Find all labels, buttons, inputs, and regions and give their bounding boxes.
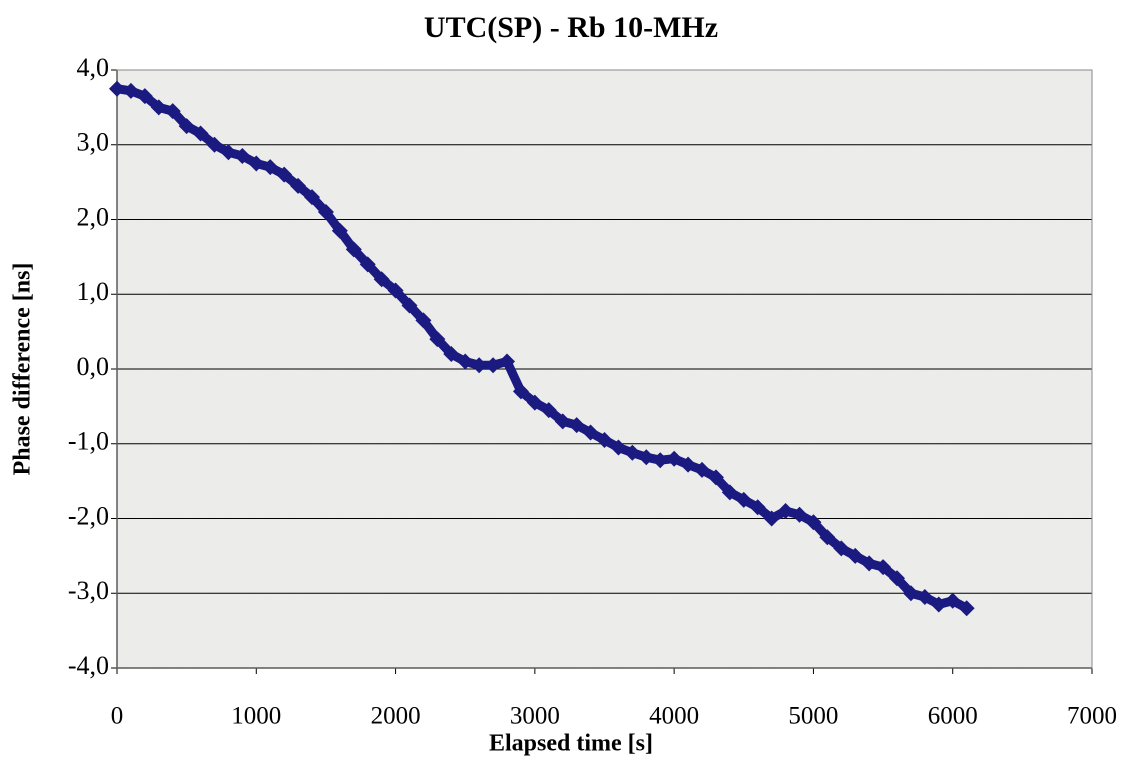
x-tick-label: 3000	[510, 703, 560, 730]
point	[415, 312, 432, 329]
point	[930, 596, 947, 613]
point	[290, 177, 307, 194]
x-tick-label: 5000	[788, 703, 838, 730]
point	[276, 166, 293, 183]
point	[471, 357, 488, 374]
point	[164, 103, 181, 120]
point	[499, 353, 515, 370]
point	[596, 432, 613, 449]
point	[763, 510, 780, 527]
point	[206, 136, 223, 153]
y-tick-label: -3,0	[68, 576, 109, 605]
x-tick-label: 7000	[1067, 703, 1117, 730]
y-axis-label: Phase difference [ns]	[10, 263, 36, 476]
point	[401, 297, 418, 314]
point	[582, 424, 599, 441]
point	[150, 99, 167, 116]
point	[889, 570, 905, 587]
point	[833, 540, 850, 557]
point	[819, 529, 836, 546]
plot-layer: -4,0 -3,0 -2,0 -1,0 0,0 1,0 2,0 3,0 4,0 0 1000 2000…	[68, 53, 1117, 730]
point	[109, 80, 125, 97]
point	[875, 559, 892, 576]
y-tick-label: -4,0	[68, 651, 109, 680]
x-axis-label: Elapsed time [s]	[489, 731, 653, 757]
point	[304, 189, 320, 206]
y-tick-label: 3,0	[77, 128, 110, 157]
point	[192, 125, 209, 142]
point	[805, 514, 822, 531]
point	[847, 547, 864, 564]
point	[512, 383, 529, 400]
y-tick-label: 2,0	[77, 202, 110, 231]
point	[220, 144, 237, 161]
point	[387, 282, 404, 299]
y-tick-label: 1,0	[77, 277, 110, 306]
point	[707, 469, 724, 486]
point	[944, 592, 961, 609]
point	[540, 402, 557, 419]
point	[638, 449, 655, 466]
point	[902, 585, 919, 602]
point	[457, 353, 474, 370]
y-tick-label: -1,0	[68, 427, 109, 456]
x-tick-label: 6000	[928, 703, 978, 730]
point	[624, 444, 641, 461]
point	[916, 588, 933, 605]
y-tick-label: -2,0	[68, 501, 109, 530]
point	[485, 357, 502, 374]
y-tick-label: 4,0	[77, 53, 110, 82]
point	[234, 147, 251, 164]
point	[248, 155, 265, 172]
x-tick-label: 4000	[649, 703, 699, 730]
point	[791, 506, 808, 523]
plot-border	[116, 69, 1093, 669]
point	[777, 503, 794, 520]
point	[735, 491, 752, 508]
point	[749, 499, 766, 516]
x-tick-label: 2000	[371, 703, 421, 730]
point	[262, 159, 279, 176]
point	[680, 456, 697, 473]
point	[694, 461, 710, 478]
point	[721, 484, 738, 501]
point	[317, 204, 334, 221]
point	[666, 450, 683, 467]
x-tick-label: 1000	[231, 703, 281, 730]
point	[359, 256, 376, 273]
point	[178, 118, 195, 135]
point	[122, 82, 139, 99]
point	[652, 452, 669, 469]
point	[429, 331, 446, 348]
point	[526, 394, 543, 411]
point	[373, 271, 390, 288]
point	[568, 417, 585, 434]
point	[554, 413, 571, 430]
chart-title: UTC(SP) - Rb 10-MHz	[424, 11, 718, 44]
y-tick-label: 0,0	[77, 352, 110, 381]
point	[610, 439, 627, 456]
point	[345, 241, 362, 258]
x-tick-label: 0	[111, 703, 124, 730]
point	[861, 555, 878, 572]
point	[443, 346, 460, 363]
point	[331, 222, 348, 239]
point	[136, 88, 153, 105]
point	[958, 600, 975, 617]
